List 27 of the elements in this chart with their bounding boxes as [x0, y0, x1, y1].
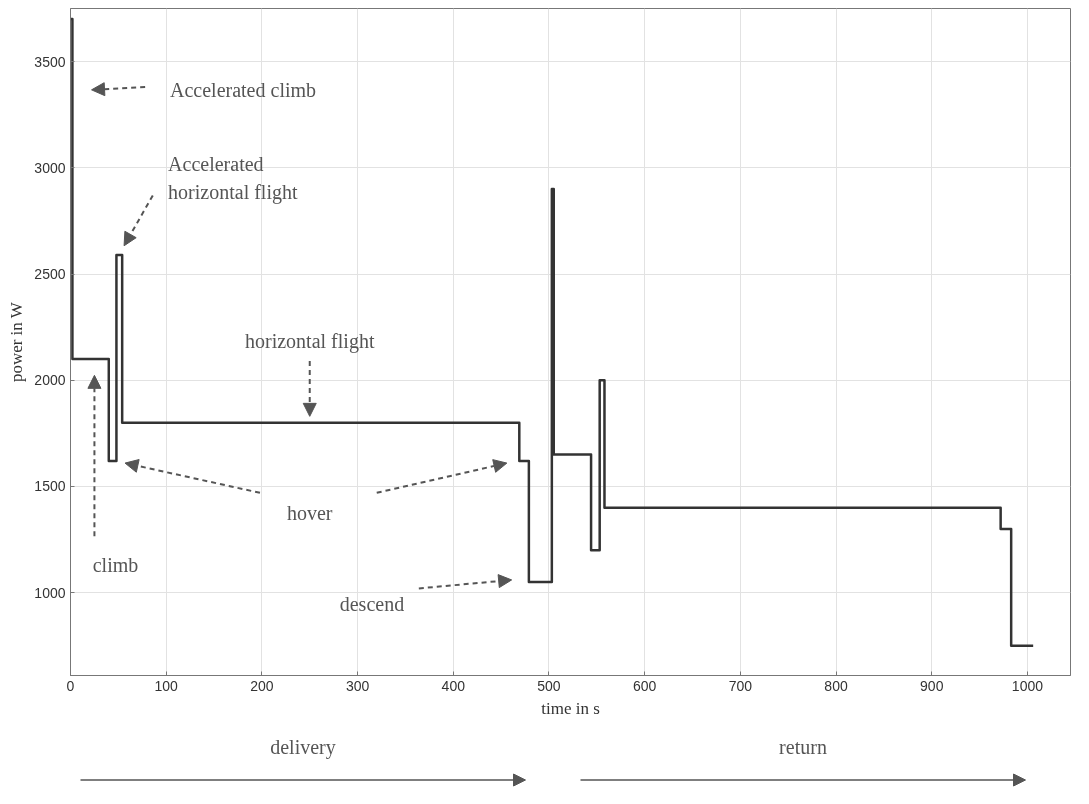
y-axis-title: power in W	[7, 301, 27, 383]
x-tick-label: 900	[920, 677, 944, 694]
x-tick-label: 200	[250, 677, 274, 694]
y-tick-label: 1500	[34, 478, 66, 495]
y-tick-label: 1000	[34, 584, 66, 601]
x-axis-title: time in s	[541, 698, 600, 718]
annotation: horizontal flight	[245, 330, 375, 354]
annotation: descend	[339, 593, 405, 616]
x-tick-label: 100	[154, 677, 179, 694]
x-tick-label: 400	[441, 677, 466, 694]
annotation: Accelerated horizontal flight	[168, 153, 298, 204]
y-tick-label: 2000	[34, 372, 66, 389]
annotation: hover	[286, 501, 333, 524]
y-tick-label: 3500	[34, 53, 66, 70]
x-tick-label: 0	[66, 677, 75, 694]
x-tick-label: 1000	[1011, 677, 1044, 694]
x-tick-label: 800	[824, 677, 848, 694]
x-tick-label: 500	[537, 677, 561, 694]
x-tick-label: 300	[345, 677, 370, 694]
annotation: climb	[92, 554, 139, 577]
text: return	[779, 736, 827, 759]
y-tick-label: 2500	[34, 266, 66, 283]
text: delivery	[270, 736, 336, 760]
annotation: Accelerated climb	[170, 78, 317, 101]
y-tick-label: 3000	[34, 159, 66, 176]
x-tick-label: 700	[728, 677, 753, 694]
x-tick-label: 600	[632, 677, 657, 694]
